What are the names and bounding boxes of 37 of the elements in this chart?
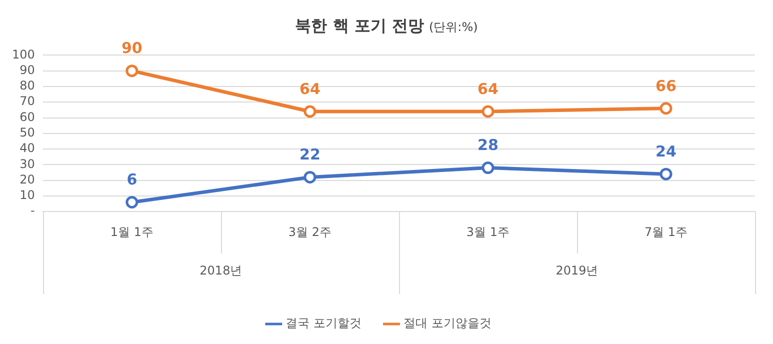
point <box>660 102 672 115</box>
x-tick-label: 3월 1주 <box>466 224 510 239</box>
y-tick-label: 20 <box>20 172 35 186</box>
y-tick-label: 40 <box>20 141 35 156</box>
text: 2019년 <box>556 264 598 278</box>
data-label: 64 <box>478 80 498 98</box>
y-tick-label: 100 <box>12 47 35 62</box>
data-label: 66 <box>656 76 676 95</box>
point <box>660 168 672 180</box>
point <box>304 170 316 184</box>
x-tick-label: 7월 1주 <box>644 224 688 239</box>
data-label: 24 <box>656 142 676 160</box>
point <box>126 196 138 208</box>
data-label: 90 <box>121 39 142 58</box>
y-tick-label: 50 <box>20 126 35 140</box>
y-tick-label: - <box>30 204 35 218</box>
y-tick-label: 10 <box>20 188 35 202</box>
y-tick-label: 80 <box>20 78 35 93</box>
legend-label: 절대 포기않을것 <box>404 316 492 330</box>
point <box>304 105 316 118</box>
chart-title: 북한 핵 포기 전망 <box>295 16 424 35</box>
data-label: 22 <box>300 146 320 164</box>
data-label: 6 <box>126 170 138 189</box>
point <box>482 162 494 174</box>
data-label: 28 <box>478 136 498 154</box>
y-tick-label: 90 <box>20 62 35 77</box>
y-tick-label: 70 <box>20 94 35 108</box>
text: 2018년 <box>200 264 242 278</box>
chart-subtitle: (단위:%) <box>429 20 478 34</box>
point <box>482 105 494 118</box>
y-tick-label: 30 <box>20 156 35 171</box>
y-tick-label: 60 <box>20 110 35 124</box>
data-label: 64 <box>300 80 320 98</box>
x-tick-label: 3월 2주 <box>288 224 332 239</box>
x-tick-label: 1월 1주 <box>110 224 154 239</box>
point <box>126 64 138 78</box>
legend-label: 결국 포기할것 <box>286 316 362 330</box>
